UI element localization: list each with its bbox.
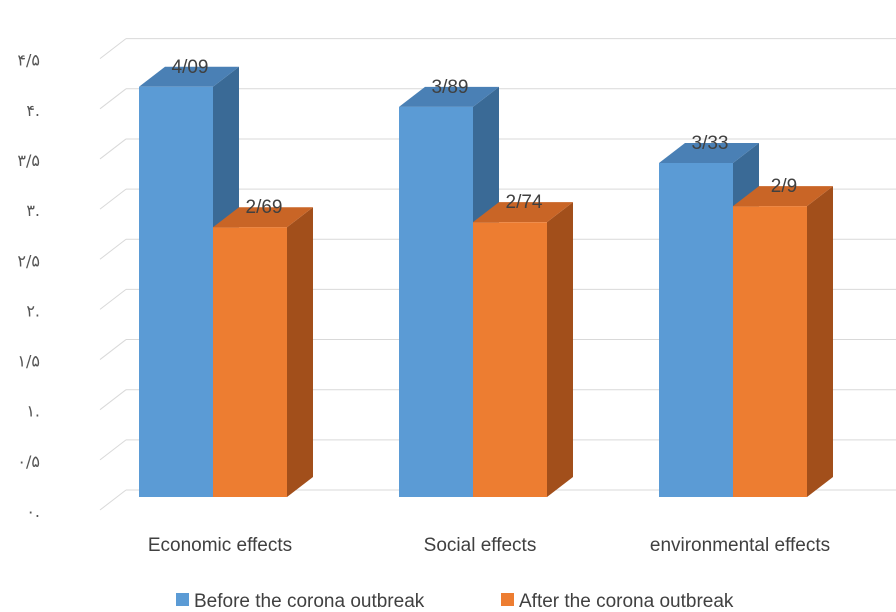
gridline-diagonal: [99, 439, 127, 461]
bar-side: [807, 186, 833, 497]
legend-swatch-after: [501, 593, 514, 606]
gridline-diagonal: [99, 289, 127, 310]
bar-top: [139, 66, 239, 87]
gridline-diagonal: [99, 138, 127, 160]
data-labels: 4/09 2/69 3/89 2/74 3/33 2/9: [172, 57, 798, 218]
x-axis-categories: Economic effects Social effects environmen…: [148, 535, 830, 556]
y-tick-label: ۴/۵: [17, 51, 40, 70]
data-label: 3/33: [692, 133, 729, 154]
data-label: 2/74: [506, 192, 543, 213]
bar-side: [287, 207, 313, 497]
y-tick-label: ۰.: [26, 502, 40, 521]
data-label: 4/09: [172, 57, 209, 78]
data-label: 2/9: [771, 176, 797, 197]
bar-top: [399, 86, 499, 107]
y-axis-ticks: ۰. ۰/۵ ۱. ۱/۵ ۲. ۲/۵ ۳. ۳/۵ ۴. ۴/۵: [17, 51, 40, 521]
bar-side: [547, 202, 573, 498]
bar-top: [659, 143, 759, 164]
gridline-diagonal: [99, 188, 127, 210]
gridline-diagonal: [99, 238, 127, 260]
gridline-diagonal: [99, 489, 127, 511]
y-tick-label: ۱.: [26, 402, 40, 421]
bar-top: [213, 207, 313, 228]
bar: [213, 227, 287, 497]
category-label: environmental effects: [650, 535, 830, 556]
y-tick-label: ۴.: [26, 101, 40, 120]
bar: [659, 163, 733, 497]
data-label: 2/69: [246, 197, 283, 218]
gridline-diagonal: [99, 88, 127, 110]
y-tick-label: ۳/۵: [17, 151, 40, 170]
y-tick-label: ۳.: [26, 201, 40, 220]
gridline-diagonal: [99, 339, 127, 360]
y-tick-label: ۲.: [26, 301, 40, 320]
legend: Before the corona outbreak After the cor…: [176, 591, 734, 612]
bars: [139, 66, 833, 498]
legend-label-after: After the corona outbreak: [519, 591, 734, 612]
bar: [139, 86, 213, 497]
gridline-diagonal: [99, 38, 127, 60]
y-tick-label: ۰/۵: [17, 452, 40, 471]
bar-top: [733, 186, 833, 207]
bar: [733, 206, 807, 497]
bar-top: [473, 202, 573, 223]
category-label: Economic effects: [148, 535, 292, 556]
gridline-diagonal: [99, 389, 127, 411]
bar: [473, 222, 547, 498]
legend-swatch-before: [176, 593, 189, 606]
y-tick-label: ۱/۵: [17, 352, 40, 371]
bar: [399, 106, 473, 497]
y-tick-label: ۲/۵: [17, 251, 40, 270]
data-label: 3/89: [432, 77, 469, 98]
category-label: Social effects: [424, 535, 537, 556]
legend-label-before: Before the corona outbreak: [194, 591, 425, 612]
